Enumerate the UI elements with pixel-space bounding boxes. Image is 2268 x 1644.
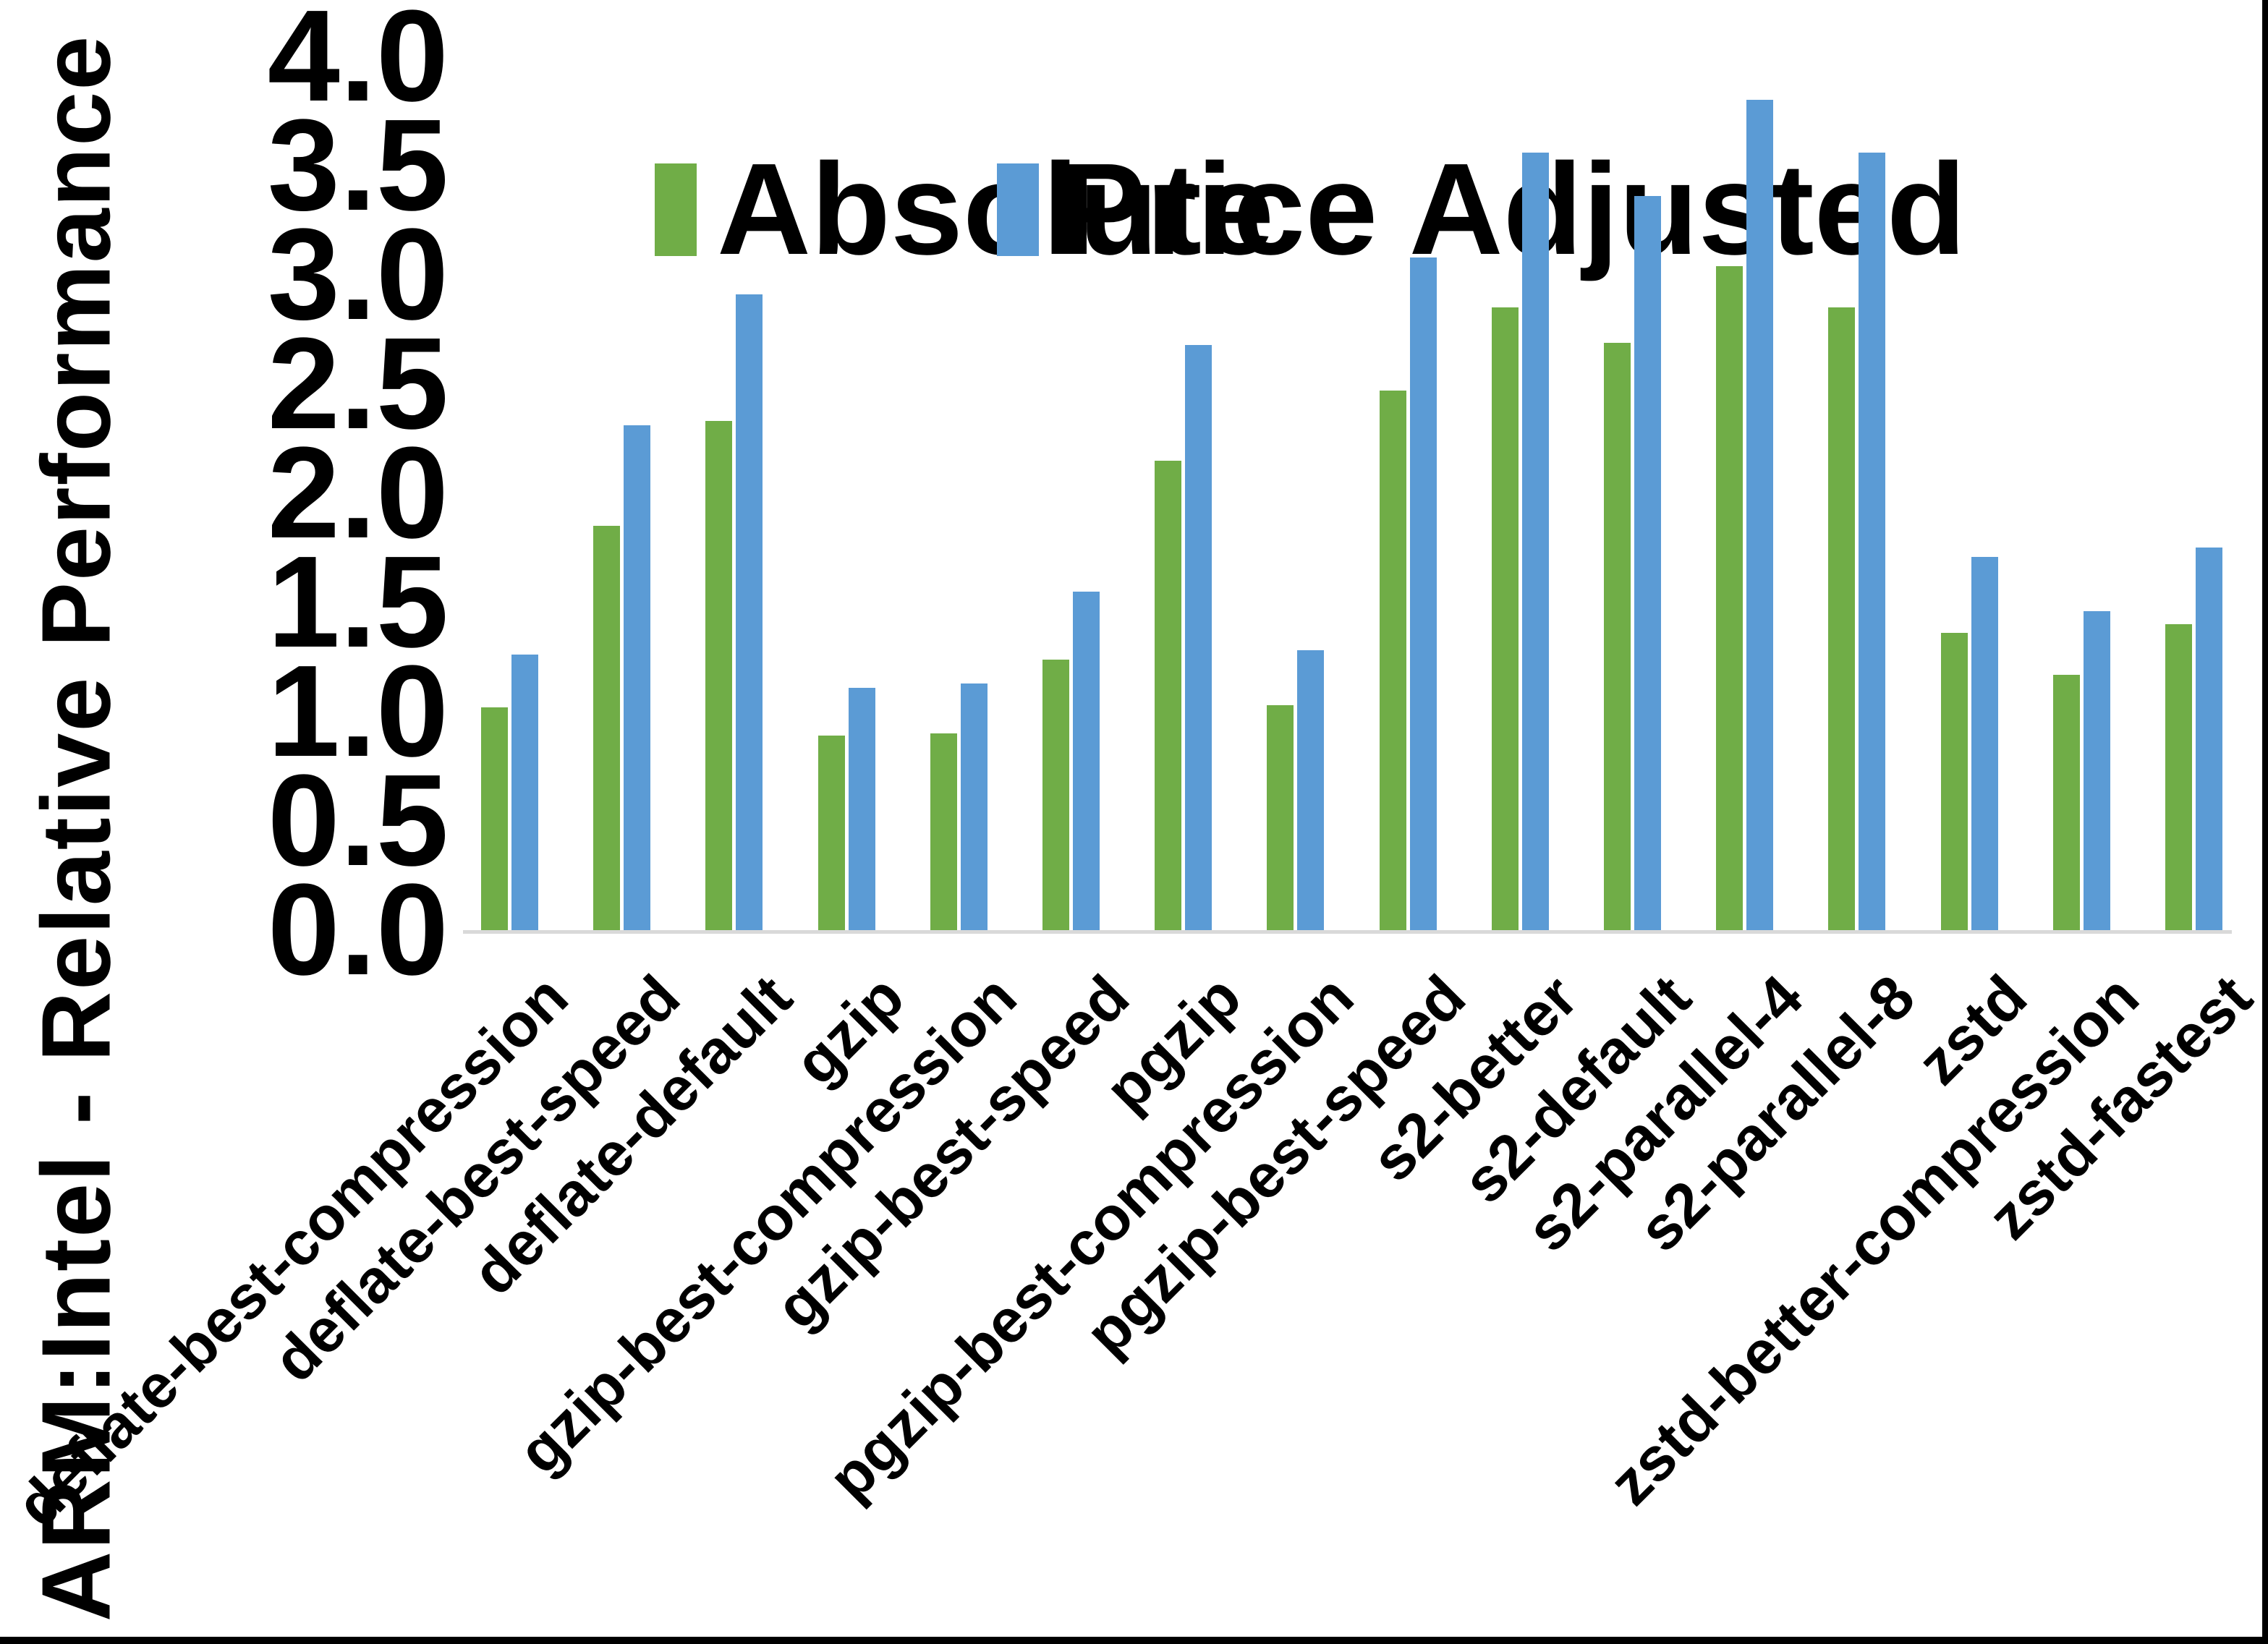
legend-swatch-absolute-icon: [655, 163, 697, 256]
bar-price-adjusted-gzip: [849, 688, 875, 930]
bar-absolute-s2-default: [1604, 343, 1631, 930]
frame-right-bar: [2262, 0, 2268, 1644]
bar-absolute-zstd-fastest: [2165, 624, 2192, 930]
bar-absolute-s2-better: [1492, 307, 1519, 930]
y-tick-label: 3.5: [267, 93, 449, 238]
bar-price-adjusted-pgzip: [1185, 345, 1212, 930]
y-tick-label: 2.0: [267, 420, 449, 566]
bar-price-adjusted-s2-default: [1634, 196, 1661, 930]
x-axis-line: [463, 930, 2232, 934]
y-tick-label: 1.5: [267, 529, 449, 675]
bar-absolute-zstd-better-compression: [2053, 675, 2080, 930]
y-tick-label: 4.0: [267, 0, 449, 129]
bar-price-adjusted-deflate-default: [736, 294, 763, 930]
bar-absolute-pgzip-best-compression: [1267, 705, 1294, 930]
bar-absolute-pgzip: [1155, 461, 1181, 930]
bar-price-adjusted-gzip-best-compression: [961, 683, 988, 930]
bar-price-adjusted-gzip-best-speed: [1073, 592, 1100, 930]
bar-absolute-deflate-best-compression: [481, 707, 508, 930]
bar-price-adjusted-s2-parallel-8: [1859, 153, 1885, 930]
bar-price-adjusted-s2-parallel-4: [1746, 100, 1773, 930]
bar-price-adjusted-zstd: [1971, 557, 1998, 930]
bar-absolute-gzip-best-speed: [1042, 660, 1069, 930]
bar-price-adjusted-deflate-best-speed: [624, 425, 650, 930]
y-tick-label: 3.0: [267, 202, 449, 347]
legend-swatch-price-adjusted-icon: [997, 163, 1039, 256]
bar-absolute-s2-parallel-4: [1716, 266, 1743, 930]
bar-absolute-gzip-best-compression: [930, 733, 957, 930]
legend-label-price-adjusted: Price Adjusted: [1059, 137, 1966, 282]
bar-price-adjusted-zstd-fastest: [2196, 548, 2222, 930]
legend-item-price-adjusted: Price Adjusted: [997, 135, 1966, 284]
legend-label-absolute: Absolute: [717, 137, 1275, 282]
bar-price-adjusted-pgzip-best-compression: [1297, 650, 1324, 930]
bar-price-adjusted-zstd-better-compression: [2084, 611, 2110, 930]
bar-price-adjusted-deflate-best-compression: [511, 655, 538, 930]
bar-absolute-s2-parallel-8: [1828, 307, 1855, 930]
frame-bottom-bar: [0, 1637, 2268, 1644]
bar-absolute-zstd: [1941, 633, 1968, 930]
bar-price-adjusted-s2-better: [1522, 153, 1549, 930]
y-tick-label: 1.0: [267, 639, 449, 784]
bar-absolute-pgzip-best-speed: [1380, 391, 1406, 930]
legend-item-absolute: Absolute: [655, 135, 1274, 284]
bar-absolute-deflate-default: [705, 421, 732, 930]
y-tick-label: 2.5: [267, 311, 449, 456]
y-tick-label: 0.0: [267, 857, 449, 1002]
bar-absolute-gzip: [818, 736, 845, 930]
bar-price-adjusted-pgzip-best-speed: [1410, 257, 1437, 930]
bar-absolute-deflate-best-speed: [593, 526, 620, 930]
y-tick-label: 0.5: [267, 748, 449, 893]
